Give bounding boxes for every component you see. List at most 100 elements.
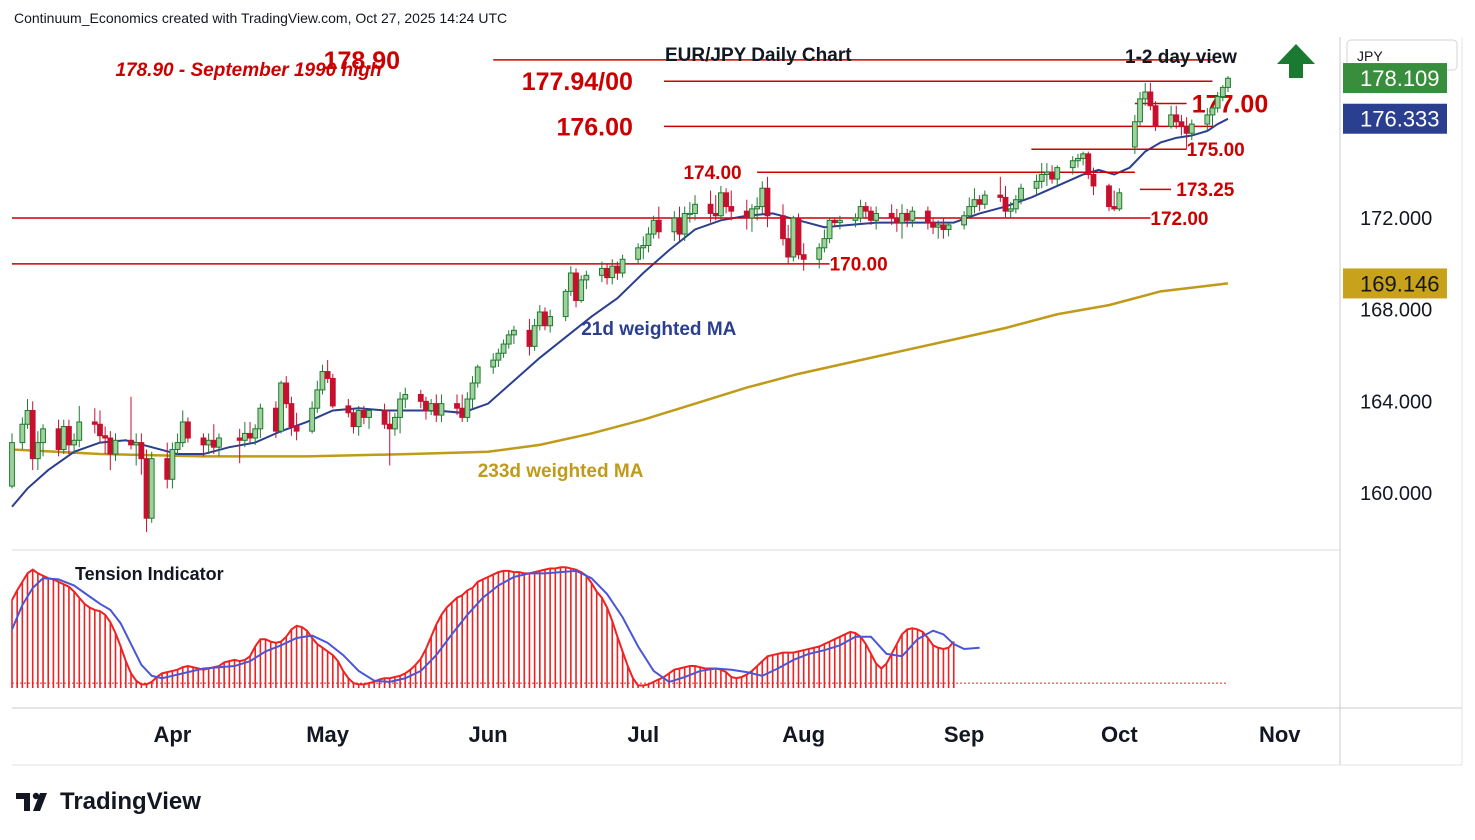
candle-body	[583, 274, 590, 281]
candle-body	[29, 410, 36, 460]
candle-body	[381, 410, 388, 425]
candle-body	[1116, 192, 1123, 210]
candle-body	[785, 238, 792, 258]
chart-annotation: 233d weighted MA	[478, 461, 644, 482]
price-tick-label: 172.000	[1360, 208, 1432, 230]
candle-body	[174, 442, 181, 450]
candle-body	[500, 343, 507, 354]
candle-body	[283, 382, 290, 405]
candle-body	[821, 238, 828, 249]
candle-body	[837, 219, 843, 224]
candle-body	[1049, 171, 1055, 180]
month-tick-label: Apr	[153, 722, 191, 747]
candle-body	[252, 428, 259, 439]
candle-body	[438, 403, 445, 416]
candle-body	[1142, 91, 1149, 100]
candle-body	[712, 212, 719, 217]
candle-body	[205, 439, 212, 446]
tradingview-logo[interactable]: TradingView	[16, 788, 201, 816]
candle-body	[754, 206, 761, 210]
ma21-line	[11, 117, 1229, 508]
candle-body	[1219, 86, 1226, 98]
candle-body	[961, 215, 968, 226]
candle-body	[97, 423, 103, 437]
tension-indicator-pane: Tension Indicator	[11, 564, 1228, 688]
candle-body	[976, 199, 983, 205]
candle-body	[888, 212, 895, 219]
candle-body	[1085, 153, 1092, 175]
chart-title: EUR/JPY Daily Chart	[665, 45, 852, 66]
candlesticks	[9, 75, 1231, 532]
candle-body	[169, 448, 176, 480]
candle-body	[718, 192, 724, 217]
candle-body	[293, 426, 300, 432]
candle-body	[355, 410, 362, 428]
candle-body	[143, 458, 150, 519]
candle-body	[474, 366, 481, 384]
candle-body	[40, 428, 46, 444]
candle-body	[1204, 114, 1211, 125]
candle-body	[1002, 196, 1009, 212]
candle-body	[924, 210, 931, 224]
candle-body	[981, 194, 988, 205]
candle-body	[107, 437, 114, 455]
price-badge	[1343, 103, 1447, 134]
candle-body	[578, 279, 585, 302]
candle-body	[1038, 173, 1045, 182]
chart-attribution: Continuum_Economics created with Trading…	[14, 10, 508, 26]
candle-body	[873, 212, 880, 221]
level-label: 170.00	[830, 255, 888, 276]
candle-body	[1012, 199, 1019, 210]
candle-body	[604, 267, 610, 279]
candle-body	[868, 210, 874, 221]
level-label: 174.00	[683, 163, 741, 184]
level-label: 177.94/00	[522, 68, 633, 96]
candle-body	[831, 219, 838, 224]
oscillator-red-line	[11, 566, 955, 687]
candle-body	[795, 217, 802, 256]
candle-body	[464, 398, 471, 418]
candle-body	[19, 423, 26, 444]
candle-body	[392, 416, 398, 430]
tradingview-logo-text: TradingView	[60, 788, 201, 815]
candle-body	[676, 217, 683, 235]
candle-body	[210, 439, 217, 448]
price-tick-label: 160.000	[1360, 483, 1432, 505]
candle-body	[469, 382, 476, 400]
candle-body	[1069, 160, 1076, 169]
candle-body	[185, 421, 191, 439]
candle-body	[350, 412, 357, 428]
candle-body	[790, 217, 797, 258]
candle-body	[329, 377, 336, 407]
oscillator-title: Tension Indicator	[75, 564, 224, 584]
candle-body	[257, 407, 264, 430]
month-tick-label: Oct	[1101, 722, 1138, 747]
candle-body	[645, 233, 652, 247]
level-label: 176.00	[556, 113, 632, 141]
candle-body	[966, 206, 973, 217]
candle-body	[567, 272, 574, 292]
price-badge	[1343, 268, 1447, 299]
month-tick-label: Sep	[944, 722, 984, 747]
candle-body	[1080, 153, 1087, 159]
candle-body	[366, 410, 372, 418]
candle-body	[562, 290, 569, 318]
candle-body	[1090, 173, 1097, 187]
candle-body	[971, 199, 978, 208]
price-badge-label: 178.109	[1360, 66, 1440, 91]
candle-body	[1188, 123, 1195, 134]
level-label: 175.00	[1187, 140, 1245, 161]
candle-body	[640, 245, 647, 249]
candle-body	[1214, 96, 1221, 109]
candle-body	[800, 254, 807, 260]
candle-body	[940, 224, 947, 230]
candle-body	[34, 442, 41, 460]
chart-annotation: 178.90 - September 1990 high	[115, 60, 381, 81]
candle-body	[598, 267, 605, 276]
candle-body	[728, 206, 735, 212]
candle-body	[650, 219, 657, 235]
candle-body	[857, 206, 864, 219]
candle-body	[935, 224, 942, 228]
candle-body	[1147, 91, 1154, 107]
